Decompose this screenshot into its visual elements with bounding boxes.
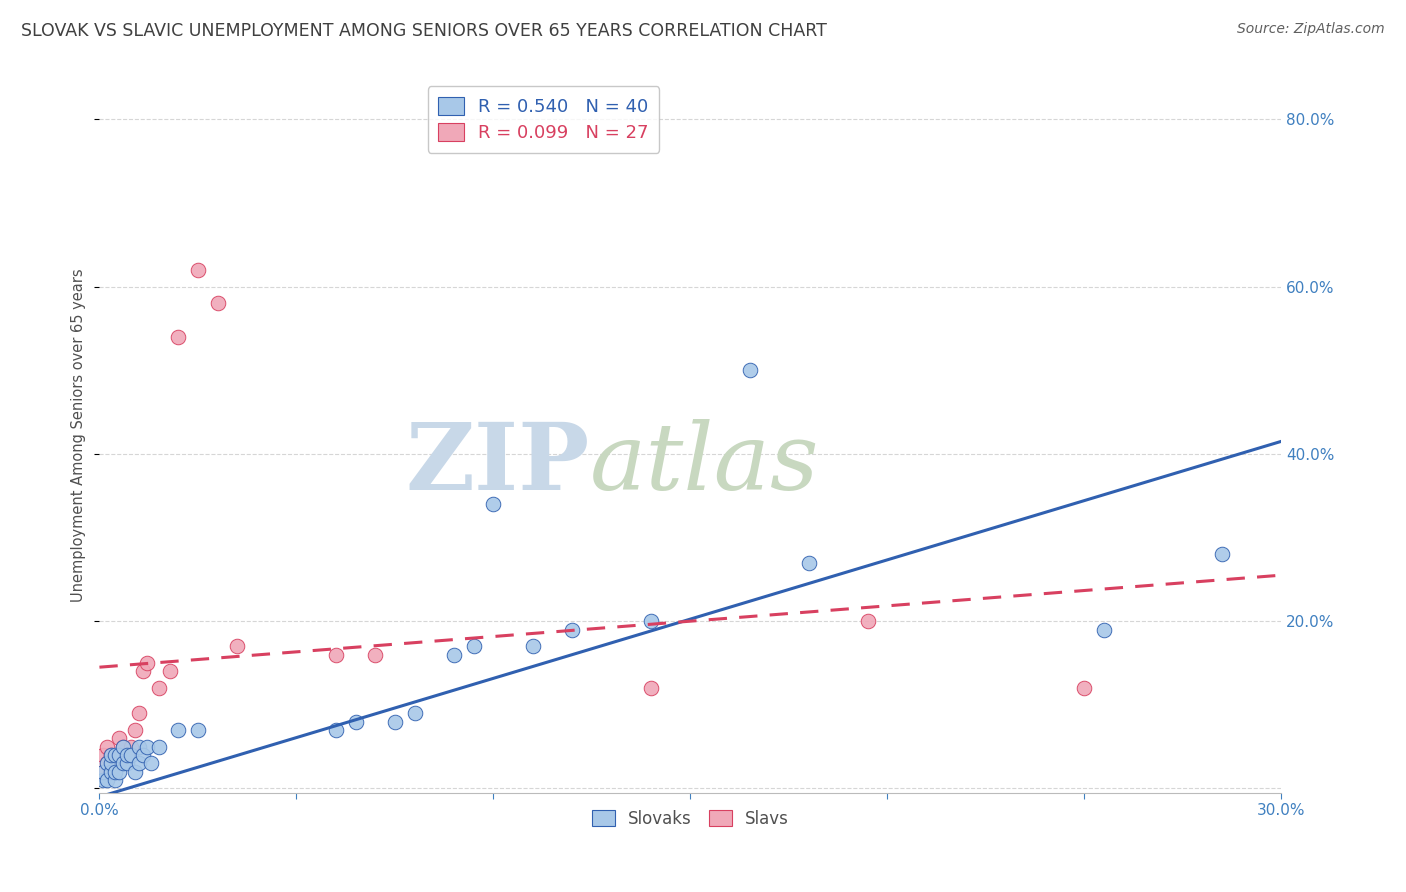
Point bbox=[139, 756, 162, 771]
Point bbox=[93, 773, 115, 788]
Text: SLOVAK VS SLAVIC UNEMPLOYMENT AMONG SENIORS OVER 65 YEARS CORRELATION CHART: SLOVAK VS SLAVIC UNEMPLOYMENT AMONG SENI… bbox=[21, 22, 827, 40]
Point bbox=[115, 756, 138, 771]
Point bbox=[128, 706, 150, 721]
Point bbox=[738, 363, 761, 377]
Point bbox=[856, 614, 879, 628]
Point bbox=[640, 681, 662, 695]
Point bbox=[167, 330, 190, 344]
Point bbox=[482, 497, 505, 511]
Point bbox=[104, 773, 127, 788]
Point bbox=[96, 739, 118, 754]
Point bbox=[364, 648, 387, 662]
Point bbox=[640, 614, 662, 628]
Point bbox=[148, 681, 170, 695]
Point bbox=[115, 747, 138, 762]
Point bbox=[561, 623, 583, 637]
Point bbox=[135, 656, 157, 670]
Point bbox=[93, 764, 115, 779]
Point bbox=[108, 747, 131, 762]
Point bbox=[522, 640, 544, 654]
Point bbox=[120, 739, 142, 754]
Point bbox=[100, 756, 122, 771]
Point bbox=[96, 756, 118, 771]
Point bbox=[104, 756, 127, 771]
Point bbox=[132, 665, 155, 679]
Point bbox=[104, 747, 127, 762]
Point bbox=[100, 764, 122, 779]
Point bbox=[124, 723, 146, 737]
Text: Source: ZipAtlas.com: Source: ZipAtlas.com bbox=[1237, 22, 1385, 37]
Point bbox=[93, 747, 115, 762]
Point bbox=[112, 756, 135, 771]
Point bbox=[159, 665, 181, 679]
Point bbox=[100, 747, 122, 762]
Point bbox=[100, 764, 122, 779]
Point bbox=[404, 706, 426, 721]
Point bbox=[96, 773, 118, 788]
Point bbox=[167, 723, 190, 737]
Point bbox=[1092, 623, 1115, 637]
Point bbox=[124, 764, 146, 779]
Point bbox=[93, 764, 115, 779]
Text: atlas: atlas bbox=[591, 418, 820, 508]
Point bbox=[148, 739, 170, 754]
Point bbox=[115, 747, 138, 762]
Point bbox=[120, 747, 142, 762]
Point bbox=[443, 648, 465, 662]
Point bbox=[128, 756, 150, 771]
Point bbox=[325, 723, 347, 737]
Point bbox=[112, 739, 135, 754]
Point bbox=[797, 556, 820, 570]
Point bbox=[325, 648, 347, 662]
Point bbox=[108, 731, 131, 746]
Point bbox=[384, 714, 406, 729]
Point bbox=[207, 296, 229, 310]
Point bbox=[132, 747, 155, 762]
Text: ZIP: ZIP bbox=[406, 418, 591, 508]
Point bbox=[463, 640, 485, 654]
Point bbox=[187, 723, 209, 737]
Point bbox=[96, 756, 118, 771]
Y-axis label: Unemployment Among Seniors over 65 years: Unemployment Among Seniors over 65 years bbox=[72, 268, 86, 602]
Point bbox=[135, 739, 157, 754]
Point bbox=[187, 263, 209, 277]
Point bbox=[112, 739, 135, 754]
Point bbox=[226, 640, 249, 654]
Point bbox=[128, 739, 150, 754]
Point bbox=[108, 764, 131, 779]
Point bbox=[108, 756, 131, 771]
Point bbox=[1211, 547, 1233, 561]
Legend: Slovaks, Slavs: Slovaks, Slavs bbox=[585, 803, 796, 834]
Point bbox=[100, 747, 122, 762]
Point bbox=[1073, 681, 1095, 695]
Point bbox=[104, 764, 127, 779]
Point bbox=[344, 714, 367, 729]
